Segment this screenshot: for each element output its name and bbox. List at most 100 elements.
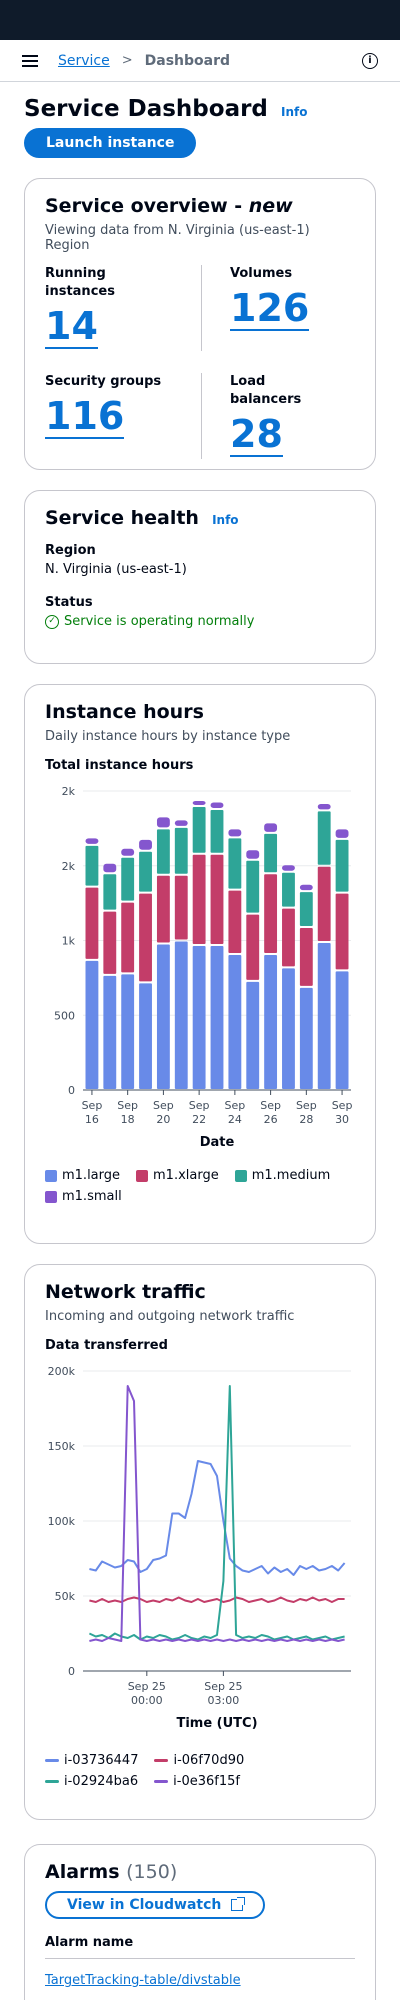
series-line [89,1596,345,1603]
x-tick-label: Sep [117,1099,138,1112]
x-tick-label: Sep [332,1099,353,1112]
breadcrumb-service-link[interactable]: Service [58,52,110,69]
bar-segment [246,850,260,859]
x-tick-label: Sep [224,1099,245,1112]
bar-segment [156,944,170,1089]
view-in-cloudwatch-button[interactable]: View in Cloudwatch [45,1891,266,1919]
legend-label: m1.small [62,1189,122,1204]
service-overview-card: Service overview - new Viewing data from… [24,178,376,470]
page-title: Service Dashboard [24,96,268,122]
legend-swatch [45,1169,57,1182]
bar-segment [174,820,188,826]
bar-segment [103,874,117,910]
divider [201,373,202,459]
legend-item[interactable]: m1.small [45,1189,122,1204]
legend-swatch [136,1169,149,1182]
legend-label: m1.medium [251,1168,331,1183]
legend-item[interactable]: i-06f70d90 [154,1753,244,1768]
metric-security-groups: Security groups 116 [45,374,162,439]
bar-segment [317,811,331,865]
overview-subtitle: Viewing data from N. Virginia (us-east-1… [45,223,310,253]
bar-segment [299,884,313,891]
legend-item[interactable]: m1.medium [234,1168,331,1183]
info-icon[interactable]: i [362,53,378,69]
bar-segment [264,874,278,953]
bar-segment [282,908,295,967]
network-traffic-card: Network traffic Incoming and outgoing ne… [24,1264,376,1820]
x-tick-label: 24 [228,1113,242,1126]
breadcrumb-bar: Service > Dashboard i [0,40,400,82]
bar-segment [317,942,331,1089]
bar-segment [299,987,313,1089]
bar-segment [335,893,349,970]
bar-segment [156,875,170,943]
legend-swatch [45,1759,59,1762]
bar-segment [192,945,206,1089]
instance-hours-subtitle: Daily instance hours by instance type [45,729,291,744]
legend-label: i-03736447 [64,1753,139,1768]
y-tick-label: 500 [54,1009,75,1022]
legend-swatch [154,1780,169,1783]
service-health-card: Service health Info Region N. Virginia (… [24,490,376,664]
bar-segment [246,914,260,980]
legend-swatch [154,1759,169,1762]
legend-item[interactable]: i-03736447 [45,1753,138,1768]
load-balancers-link[interactable]: 28 [230,412,283,457]
launch-instance-button[interactable]: Launch instance [24,128,197,158]
alarm-row-link[interactable]: TargetTracking-table/divstable [45,1973,241,1988]
bar-segment [210,809,224,853]
y-tick-label: 2k [62,785,76,798]
health-title: Service health [45,507,199,529]
instance-hours-title: Instance hours [45,701,204,723]
bar-segment [85,960,99,1089]
x-tick-label: 18 [121,1113,135,1126]
bar-segment [282,968,295,1089]
security-groups-link[interactable]: 116 [45,394,125,439]
volumes-link[interactable]: 126 [230,286,310,331]
overview-title: Service overview - new [45,195,293,217]
bar-segment [103,975,117,1089]
instance-hours-chart-title: Total instance hours [45,758,194,773]
bar-segment [174,941,188,1089]
bar-segment [246,981,260,1089]
page-header: Service Dashboard Info Launch instance [0,82,400,158]
network-chart-title: Data transferred [45,1338,168,1353]
bar-segment [264,823,278,832]
metric-running-instances: Running instances 14 [45,266,115,349]
bar-segment [264,833,278,873]
y-tick-label: 50k [55,1590,76,1603]
network-subtitle: Incoming and outgoing network traffic [45,1309,295,1324]
x-tick-label: 26 [264,1113,278,1126]
y-tick-label: 1k [62,935,76,948]
legend-label: i-0e36f15f [173,1774,240,1789]
bar-segment [85,887,99,959]
running-instances-link[interactable]: 14 [45,304,98,349]
alarm-name-column-header[interactable]: Alarm name [45,1923,355,1959]
series-line [89,1460,346,1576]
instance-hours-chart: 05001k2k2kSep16Sep18Sep20Sep22Sep24Sep26… [54,785,353,1150]
bar-segment [121,902,135,973]
bar-segment [85,838,99,844]
legend-swatch [234,1169,247,1182]
bar-segment [156,829,170,874]
legend-item[interactable]: m1.large [45,1168,120,1183]
x-tick-label: 28 [299,1113,313,1126]
bar-segment [103,911,117,974]
bar-segment [210,802,224,808]
bar-segment [317,866,331,941]
page-info-link[interactable]: Info [281,105,308,119]
menu-icon[interactable] [22,54,38,67]
legend-item[interactable]: i-02924ba6 [45,1774,138,1789]
bar-segment [228,838,242,889]
bar-segment [317,803,331,810]
bar-segment [85,845,99,886]
health-info-link[interactable]: Info [212,513,239,527]
x-tick-label: Sep [82,1099,103,1112]
x-tick-label: Sep [260,1099,281,1112]
legend-item[interactable]: m1.xlarge [136,1168,219,1183]
series-line [89,1385,345,1642]
legend-item[interactable]: i-0e36f15f [154,1774,240,1789]
status-label: Status [45,595,93,610]
legend-swatch [45,1190,57,1203]
bar-segment [103,863,117,873]
